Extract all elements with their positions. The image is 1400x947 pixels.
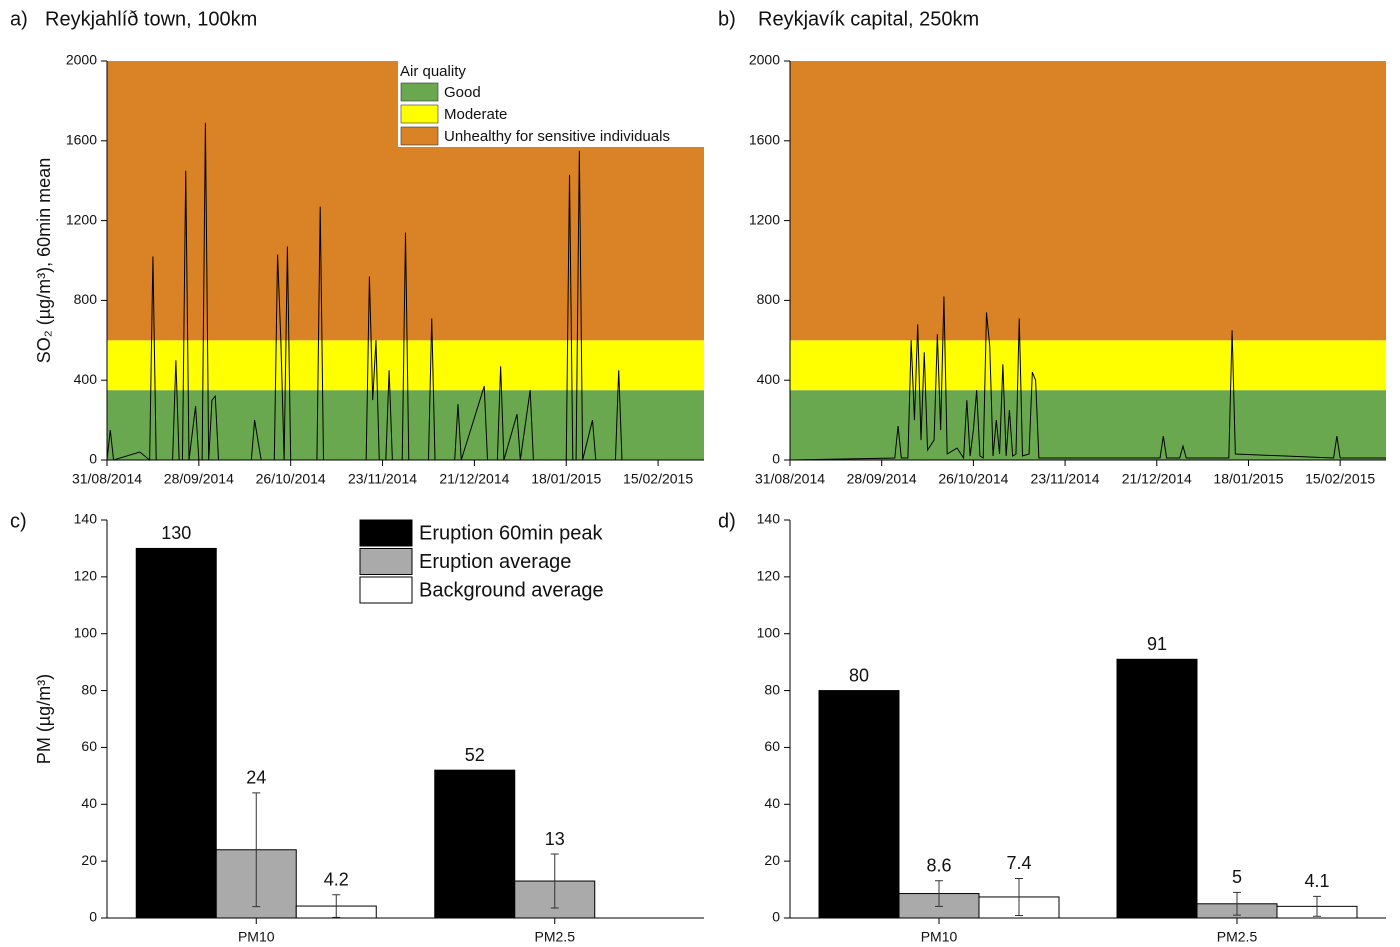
x-tick-label: 23/11/2014 (1031, 471, 1100, 487)
value-label: 13 (545, 829, 565, 849)
y-tick-label: 0 (772, 451, 780, 467)
x-tick-label: PM10 (921, 929, 958, 945)
quality-band (107, 390, 704, 460)
y-tick-label: 60 (764, 738, 780, 754)
y-tick-label: 40 (81, 795, 97, 811)
y-tick-label: 1200 (66, 211, 97, 227)
legend-swatch (400, 104, 439, 124)
x-tick-label: 26/10/2014 (256, 471, 326, 487)
y-tick-label: 400 (757, 371, 781, 387)
legend-label: Good (444, 84, 481, 101)
x-tick-label: 31/08/2014 (72, 471, 142, 487)
panel-title: Reykjahlíð town, 100km (45, 8, 257, 30)
panel-label: a) (10, 8, 28, 30)
legend-label: Moderate (444, 106, 507, 123)
quality-band (790, 61, 1386, 341)
y-tick-label: 20 (764, 852, 780, 868)
legend-swatch (359, 576, 413, 604)
panel-label: d) (718, 510, 736, 532)
value-label: 7.4 (1006, 853, 1031, 873)
y-tick-label: 2000 (66, 52, 97, 68)
value-label: 80 (849, 665, 869, 685)
value-label: 130 (161, 523, 191, 543)
y-tick-label: 60 (81, 738, 97, 754)
quality-band (790, 340, 1386, 391)
x-tick-label: PM10 (238, 929, 275, 945)
y-tick-label: 1600 (749, 132, 780, 148)
legend-label: Unhealthy for sensitive individuals (444, 128, 670, 145)
panel-label: b) (718, 8, 736, 30)
bar (135, 547, 217, 919)
y-tick-label: 0 (772, 909, 780, 925)
y-tick-label: 800 (74, 291, 98, 307)
value-label: 8.6 (926, 856, 951, 876)
value-label: 52 (465, 745, 485, 765)
y-tick-label: 0 (89, 451, 97, 467)
x-tick-label: 31/08/2014 (755, 471, 825, 487)
y-tick-label: 100 (74, 624, 98, 640)
legend-label: Background average (419, 579, 604, 601)
x-tick-label: 21/12/2014 (439, 471, 509, 487)
y-axis-label: PM (µg/m³) (34, 674, 54, 764)
y-tick-label: 1200 (749, 211, 780, 227)
panel-title: Reykjavík capital, 250km (758, 8, 979, 30)
legend-title: Air quality (400, 63, 466, 80)
legend-swatch (400, 82, 439, 102)
y-tick-label: 400 (74, 371, 98, 387)
x-tick-label: 18/01/2015 (1213, 471, 1283, 487)
quality-band (790, 390, 1386, 460)
quality-band (107, 340, 704, 391)
y-tick-label: 80 (81, 681, 97, 697)
x-tick-label: 28/09/2014 (847, 471, 917, 487)
so2-line (789, 296, 1386, 461)
y-tick-label: 1600 (66, 132, 97, 148)
value-label: 4.2 (324, 869, 349, 889)
x-tick-label: PM2.5 (1217, 929, 1258, 945)
y-tick-label: 80 (764, 681, 780, 697)
legend-label: Eruption average (419, 551, 571, 573)
x-tick-label: 23/11/2014 (348, 471, 417, 487)
error-bar (935, 880, 943, 907)
value-label: 91 (1147, 634, 1167, 654)
error-bar (1233, 891, 1241, 916)
x-tick-label: PM2.5 (535, 929, 576, 945)
y-tick-label: 0 (89, 909, 97, 925)
x-tick-label: 18/01/2015 (531, 471, 601, 487)
value-label: 4.1 (1304, 871, 1329, 891)
legend-box (398, 61, 704, 147)
bar (1116, 658, 1198, 919)
legend-swatch (400, 126, 439, 146)
y-tick-label: 800 (757, 291, 781, 307)
y-tick-label: 40 (764, 795, 780, 811)
error-bar (1313, 895, 1321, 917)
bar (818, 690, 900, 919)
value-label: 5 (1232, 867, 1242, 887)
x-tick-label: 15/02/2015 (1305, 471, 1375, 487)
x-tick-label: 26/10/2014 (938, 471, 1008, 487)
y-axis-label: SO₂ (µg/m³), 60min mean (34, 158, 54, 363)
error-bar (332, 894, 341, 918)
y-tick-label: 120 (74, 568, 98, 584)
x-tick-label: 15/02/2015 (623, 471, 693, 487)
x-tick-label: 21/12/2014 (1122, 471, 1192, 487)
panel-label: c) (10, 510, 27, 532)
legend-label: Eruption 60min peak (419, 522, 603, 544)
error-bar (550, 853, 559, 909)
y-tick-label: 140 (757, 511, 781, 527)
error-bar (1015, 877, 1023, 916)
y-tick-label: 120 (757, 568, 781, 584)
y-tick-label: 2000 (749, 52, 780, 68)
value-label: 24 (246, 768, 266, 788)
y-tick-label: 100 (757, 624, 781, 640)
y-tick-label: 140 (74, 511, 98, 527)
bar (434, 769, 516, 919)
legend-swatch (359, 519, 413, 547)
y-tick-label: 20 (81, 852, 97, 868)
error-bar (252, 792, 261, 908)
x-tick-label: 28/09/2014 (164, 471, 234, 487)
legend-swatch (359, 548, 413, 575)
